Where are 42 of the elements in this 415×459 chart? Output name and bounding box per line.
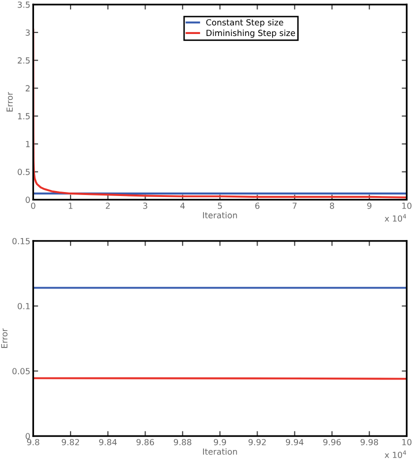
x-axis-title: Iteration	[203, 448, 237, 455]
y-tick-label: 0.1	[18, 302, 30, 310]
y-tick-label: 1	[26, 141, 30, 148]
x-tick-label: 0	[31, 202, 36, 209]
x-tick-label: 9.86	[136, 438, 154, 446]
legend-label: Diminishing Step size	[206, 30, 296, 38]
x-tick-label: 9	[367, 202, 372, 209]
legend-label: Constant Step size	[206, 19, 284, 28]
x-tick-label: 6	[255, 202, 260, 209]
x-tick-label: 9.9	[214, 438, 226, 446]
x-tick-label: 9.94	[286, 438, 304, 446]
x-tick-label: 9.96	[323, 438, 341, 446]
text: x 10$^{4}$	[384, 450, 406, 458]
y-tick-label: 1.5	[18, 113, 30, 120]
x-tick-label: 9.88	[174, 438, 192, 446]
y-tick-label: 3.5	[18, 2, 30, 8]
x-tick-label: 9.82	[62, 438, 79, 446]
y-tick-label: 0.5	[18, 168, 30, 176]
x-tick-label: 9.8	[27, 438, 40, 446]
x-tick-label: 3	[143, 202, 148, 209]
y-tick-label: 0.15	[12, 238, 30, 244]
x-tick-label: 7	[292, 202, 297, 209]
y-axis-title: Error	[1, 328, 8, 348]
y-tick-label: 2.5	[18, 57, 30, 64]
x-tick-label: 10	[402, 202, 412, 209]
x-tick-label: 9.98	[360, 438, 378, 446]
y-tick-label: 3	[26, 29, 30, 36]
x-tick-label: 2	[106, 202, 110, 209]
x-tick-label: 10	[402, 438, 412, 446]
y-tick-label: 2	[26, 85, 30, 92]
text: x 10$^{4}$	[384, 214, 406, 222]
y-tick-label: 0	[26, 433, 30, 440]
y-axis-title: Error	[6, 92, 13, 112]
x-tick-label: 5	[218, 202, 222, 209]
x-tick-label: 9.84	[99, 438, 117, 446]
x-tick-label: 4	[180, 202, 185, 209]
x-axis-title: Iteration	[203, 212, 237, 218]
y-tick-label: 0.05	[12, 368, 30, 374]
y-tick-label: 0	[26, 196, 30, 203]
x-tick-label: 1	[68, 202, 72, 209]
x-tick-label: 9.92	[248, 438, 266, 446]
x-tick-label: 8	[330, 202, 334, 209]
